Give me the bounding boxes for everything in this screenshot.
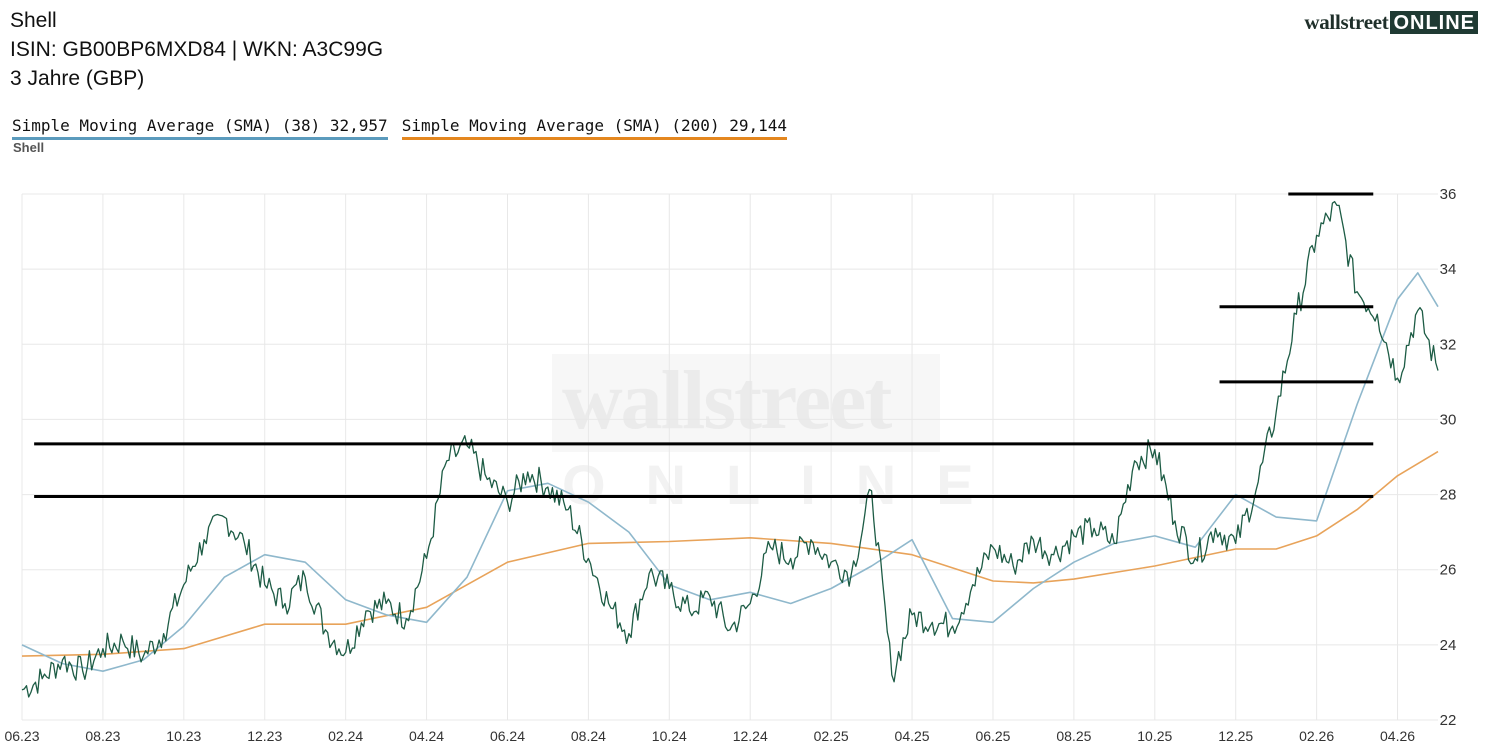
legend-sma200[interactable]: Simple Moving Average (SMA) (200) 29,144	[401, 116, 787, 140]
y-tick-label: 28	[1440, 487, 1457, 504]
x-tick-label: 02.26	[1299, 728, 1334, 744]
y-tick-label: 32	[1440, 336, 1457, 353]
chart-header: Shell ISIN: GB00BP6MXD84 | WKN: A3C99G 3…	[10, 6, 383, 93]
x-tick-label: 06.25	[975, 728, 1010, 744]
x-tick-label: 02.24	[328, 728, 363, 744]
x-tick-label: 12.24	[733, 728, 768, 744]
x-tick-label: 02.25	[814, 728, 849, 744]
x-tick-label: 04.26	[1380, 728, 1415, 744]
x-tick-label: 10.24	[652, 728, 687, 744]
wallstreet-online-logo[interactable]: wallstreet ONLINE	[1304, 10, 1478, 35]
x-tick-label: 04.24	[409, 728, 444, 744]
logo-badge: ONLINE	[1390, 11, 1478, 34]
y-tick-label: 34	[1440, 261, 1457, 278]
stock-identifiers: ISIN: GB00BP6MXD84 | WKN: A3C99G	[10, 38, 384, 61]
y-tick-label: 30	[1440, 411, 1457, 428]
logo-wordmark: wallstreet	[1304, 10, 1389, 34]
x-tick-label: 12.23	[247, 728, 282, 744]
x-tick-label: 08.25	[1056, 728, 1091, 744]
chart-series	[21, 200, 1439, 698]
x-axis-labels: 06.23 08.23 10.23 12.23 02.24 04.24 06.24 08.24…	[4, 728, 1415, 744]
watermark-badge: ONLINE	[562, 453, 1014, 516]
chart-grid	[21, 193, 1438, 721]
y-axis-labels: 22 24 26 28 30 32 34 36	[1440, 186, 1457, 729]
chart-legend: Simple Moving Average (SMA) (38) 32,957 …	[12, 116, 787, 140]
x-tick-label: 04.25	[895, 728, 930, 744]
sma200-line	[21, 450, 1439, 657]
y-tick-label: 36	[1440, 186, 1457, 203]
time-period: 3 Jahre (GBP)	[10, 67, 145, 90]
sma38-line	[21, 272, 1439, 672]
stock-title: Shell	[10, 9, 57, 32]
x-tick-label: 06.23	[4, 728, 39, 744]
support-resistance-lines	[34, 192, 1374, 498]
x-tick-label: 10.23	[166, 728, 201, 744]
x-tick-label: 06.24	[490, 728, 525, 744]
watermark-background	[552, 354, 940, 452]
watermark-word: wallstreet	[562, 354, 892, 447]
y-tick-label: 22	[1440, 712, 1457, 729]
price-line	[21, 200, 1439, 698]
x-tick-label: 08.24	[571, 728, 606, 744]
series-label: Shell	[13, 140, 45, 155]
x-tick-label: 08.23	[85, 728, 120, 744]
y-tick-label: 26	[1440, 562, 1457, 579]
x-tick-label: 10.25	[1137, 728, 1172, 744]
legend-sma38[interactable]: Simple Moving Average (SMA) (38) 32,957	[12, 116, 388, 140]
x-tick-label: 12.25	[1218, 728, 1253, 744]
y-tick-label: 24	[1440, 637, 1457, 654]
